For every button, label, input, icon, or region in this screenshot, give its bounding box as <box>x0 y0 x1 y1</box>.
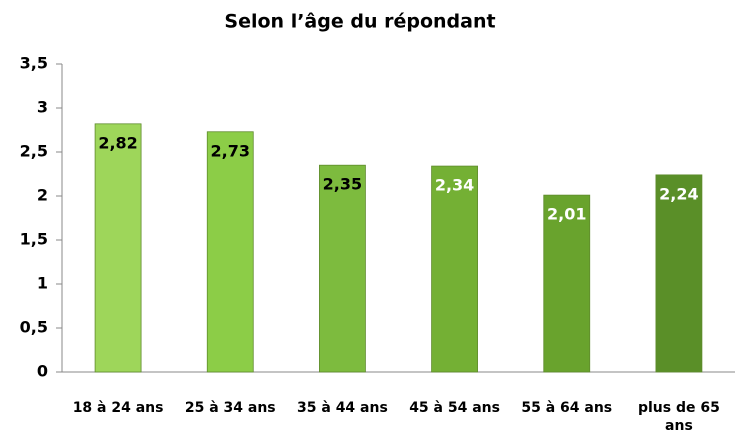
bar <box>206 131 254 373</box>
data-label: 2,24 <box>659 184 698 203</box>
y-tick-label: 3,5 <box>20 54 48 73</box>
y-tick-label: 1 <box>37 274 48 293</box>
data-label: 2,35 <box>323 175 362 194</box>
bar <box>431 165 478 373</box>
x-tick-label: plus de 65 ans <box>637 400 720 434</box>
data-label: 2,73 <box>211 141 250 160</box>
x-tick-label: 25 à 34 ans <box>184 400 276 416</box>
y-tick-label: 0,5 <box>20 318 48 337</box>
y-tick-label: 3 <box>37 98 48 117</box>
y-tick-label: 0 <box>37 362 48 381</box>
x-tick-label: 35 à 44 ans <box>297 400 388 416</box>
bar <box>94 123 142 373</box>
y-tick-label: 2,5 <box>20 142 48 161</box>
data-label: 2,82 <box>98 133 137 152</box>
x-tick-label: 55 à 64 ans <box>521 400 613 416</box>
y-tick-label: 1,5 <box>20 230 48 249</box>
x-tick-label: 45 à 54 ans <box>409 400 500 416</box>
data-label: 2,01 <box>547 205 586 224</box>
x-tick-label: 18 à 24 ans <box>72 400 164 416</box>
bar <box>655 174 703 373</box>
data-label: 2,34 <box>435 176 474 195</box>
y-tick-label: 2 <box>37 186 48 205</box>
chart-title: Selon l’âge du répondant <box>224 11 495 33</box>
bar <box>543 194 591 373</box>
bar <box>319 164 366 373</box>
